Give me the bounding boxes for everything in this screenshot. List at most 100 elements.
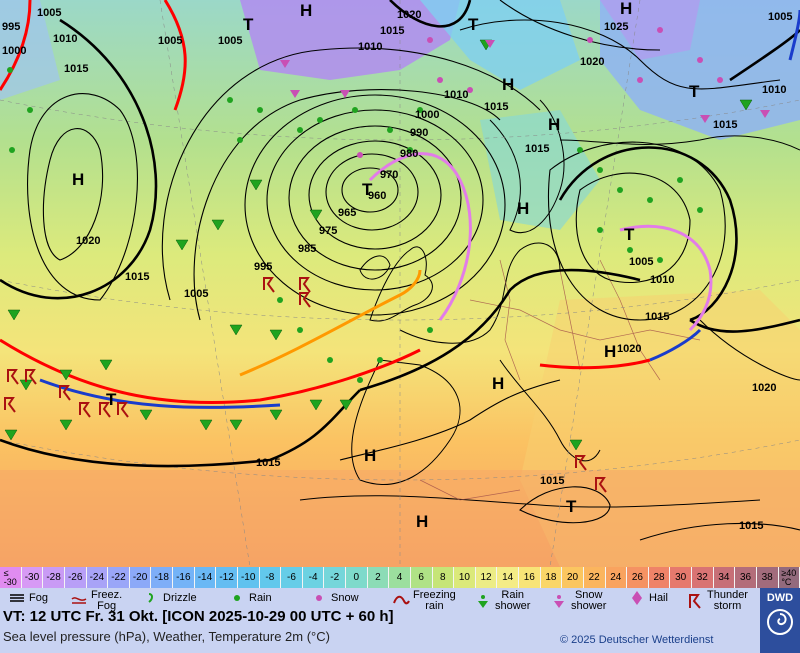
isobar-label: 970 — [380, 169, 398, 181]
legend-rain-shower-label: Rain shower — [495, 589, 531, 612]
isobar-label: 960 — [368, 190, 386, 202]
legend-thunderstorm-label: Thunder storm — [707, 589, 748, 612]
legend-hail-label: Hail — [649, 591, 668, 604]
cold-front-atlantic — [39, 378, 281, 409]
hail-icon — [632, 591, 642, 605]
occlusion-low — [368, 152, 472, 321]
legend-rain-shower: Rain shower — [474, 590, 530, 612]
legend-drizzle: Drizzle — [142, 590, 197, 606]
snow-icon — [316, 595, 322, 601]
weather-symbols — [4, 27, 770, 493]
snow-shower-icon — [554, 595, 564, 608]
high-center: H — [72, 170, 84, 189]
scale-cell: 30 — [670, 567, 692, 588]
isobar-label: 975 — [319, 225, 337, 237]
isobar-label: 1005 — [37, 7, 61, 19]
scale-cell: ≤ -30 — [0, 567, 22, 588]
isobar-label: 1020 — [617, 343, 641, 355]
legend-thunderstorm: Thunder storm — [686, 590, 748, 612]
scale-cell: -10 — [237, 567, 260, 588]
scale-cell: 8 — [432, 567, 455, 588]
rain-symbols — [7, 67, 703, 383]
freezing-rain-icon — [393, 595, 410, 605]
legend-freezing-rain-label: Freezing rain — [413, 589, 456, 612]
coastlines — [299, 99, 800, 508]
dwd-logo: DWD — [760, 588, 800, 653]
legend-freezing-rain: Freezing rain — [392, 590, 456, 612]
legend-fog: Fog — [8, 590, 48, 606]
scale-cell: -18 — [151, 567, 173, 588]
scale-cell: 22 — [583, 567, 606, 588]
freezing-fog-icon — [71, 597, 87, 604]
dwd-logo-text: DWD — [766, 592, 794, 604]
isobar-label: 1005 — [768, 11, 792, 23]
scale-cell: 24 — [605, 567, 628, 588]
high-center: H — [416, 512, 428, 531]
isobar-label: 1025 — [604, 21, 628, 33]
scale-cell: -20 — [129, 567, 152, 588]
scale-cell: 6 — [410, 567, 433, 588]
scale-cell: ≥40 °C — [778, 567, 800, 588]
scale-cell: 2 — [367, 567, 390, 588]
scale-cell: 34 — [713, 567, 736, 588]
low-center: T — [106, 390, 117, 409]
snow-symbols — [280, 27, 770, 158]
high-center: H — [548, 115, 560, 134]
high-center: H — [604, 342, 616, 361]
scale-cell: 0 — [346, 567, 368, 588]
graticule — [0, 0, 800, 567]
isobar-label: 1005 — [184, 288, 208, 300]
scale-cell: -2 — [324, 567, 346, 588]
thick-isobars — [0, 0, 800, 468]
scale-cell: 26 — [627, 567, 649, 588]
cold-area-iceland — [240, 0, 460, 80]
isobar-label: 990 — [410, 127, 428, 139]
isobar-label: 980 — [400, 148, 418, 160]
fog-icon — [10, 594, 24, 602]
legend-fog-label: Fog — [29, 591, 48, 604]
cold-area-north — [600, 0, 700, 60]
high-center: H — [517, 199, 529, 218]
low-center: T — [243, 15, 254, 34]
scale-cell: -12 — [216, 567, 238, 588]
isobar-label: 1015 — [645, 311, 669, 323]
high-center: H — [620, 0, 632, 18]
warm-front-west — [0, 0, 32, 91]
copyright: © 2025 Deutscher Wetterdienst — [560, 634, 714, 646]
dwd-swirl-icon — [767, 609, 793, 635]
high-center: H — [502, 75, 514, 94]
isobar-label: 1000 — [415, 109, 439, 121]
isobars — [27, 0, 800, 541]
isobar-label: 1010 — [762, 84, 786, 96]
scale-cell: -16 — [173, 567, 195, 588]
isobar-label: 1020 — [397, 9, 421, 21]
isobar-label: 1005 — [629, 256, 653, 268]
scale-cell: 36 — [735, 567, 757, 588]
legend-drizzle-label: Drizzle — [163, 591, 197, 604]
shower-symbols — [4, 39, 753, 451]
cold-front-alps — [649, 328, 702, 362]
legend-snow-label: Snow — [331, 591, 359, 604]
occluded-front — [239, 269, 422, 377]
legend-rain-label: Rain — [249, 591, 272, 604]
weather-map: 1005 1010 1015 995 1000 1005 1005 1020 1… — [0, 0, 800, 567]
legend-rain: Rain — [228, 590, 272, 606]
isobar-label: 1000 — [2, 45, 26, 57]
isobar-label: 1015 — [525, 143, 549, 155]
isobar-label: 995 — [2, 21, 20, 33]
scale-cell: 4 — [389, 567, 411, 588]
high-center: H — [492, 374, 504, 393]
rain-shower-icon — [478, 595, 488, 608]
scale-cell: 16 — [519, 567, 541, 588]
high-center: H — [300, 1, 312, 20]
legend-freezing-fog: Freez. Fog — [70, 590, 122, 612]
low-center: T — [624, 225, 635, 244]
drizzle-icon — [148, 593, 153, 603]
scale-cell: 18 — [540, 567, 563, 588]
isobar-label: 1010 — [444, 89, 468, 101]
scale-cell: -24 — [86, 567, 109, 588]
legend-snow: Snow — [310, 590, 359, 606]
scale-cell: -6 — [281, 567, 303, 588]
low-center: T — [362, 180, 373, 199]
